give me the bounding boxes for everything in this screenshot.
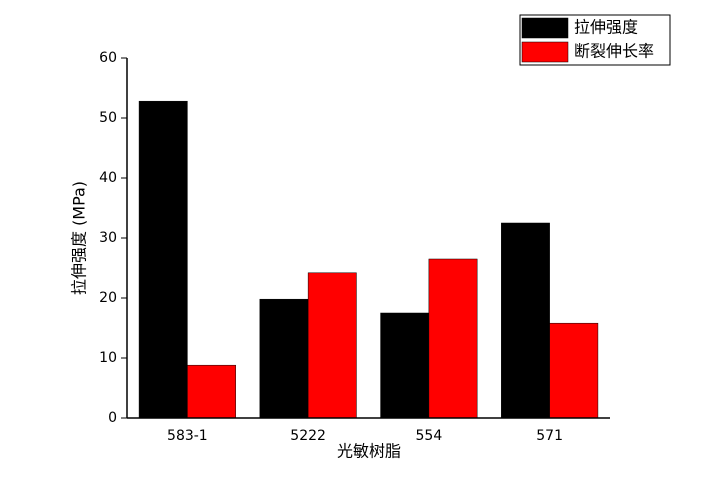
x-tick-label: 554	[416, 428, 443, 444]
y-tick-label: 20	[99, 290, 117, 306]
y-tick-label: 0	[108, 410, 117, 426]
y-tick-label: 50	[99, 110, 117, 126]
bar	[549, 322, 599, 419]
x-axis-label: 光敏树脂	[337, 442, 401, 461]
y-tick-label: 60	[99, 50, 117, 66]
bar	[307, 272, 357, 419]
x-tick-label: 571	[536, 428, 563, 444]
bar	[259, 298, 309, 419]
legend-swatch	[521, 41, 569, 63]
bar	[501, 222, 550, 419]
y-tick-label: 40	[99, 170, 117, 186]
bar	[380, 312, 430, 419]
y-axis-label: 拉伸强度 (MPa)	[70, 181, 89, 295]
y-tick-label: 30	[99, 230, 117, 246]
bar	[138, 100, 188, 419]
bar	[428, 258, 478, 419]
legend-label: 拉伸强度	[574, 18, 638, 37]
legend-label: 断裂伸长率	[574, 42, 654, 61]
bar	[187, 364, 236, 419]
x-tick-label: 5222	[290, 428, 326, 444]
x-tick-label: 583-1	[167, 428, 208, 444]
legend-swatch	[521, 17, 569, 39]
y-tick-label: 10	[99, 350, 117, 366]
